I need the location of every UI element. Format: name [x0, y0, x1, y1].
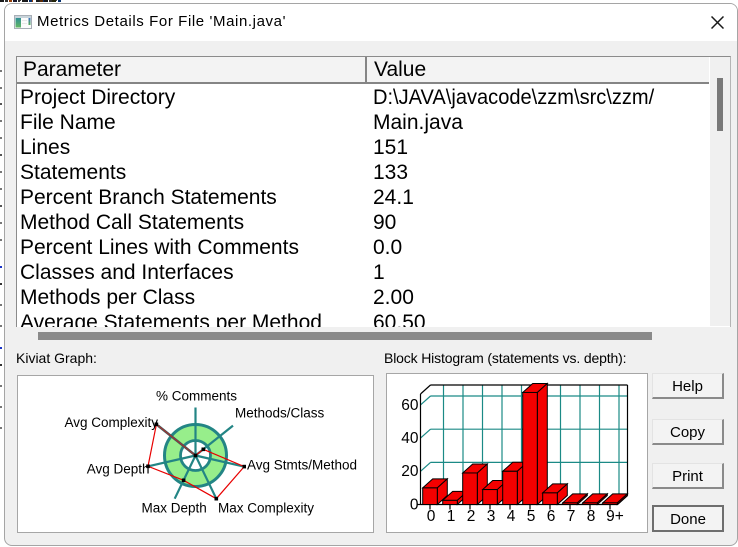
- svg-text:2: 2: [467, 508, 476, 525]
- svg-text:Avg Complexity: Avg Complexity: [65, 415, 159, 430]
- svg-text:Max Depth: Max Depth: [142, 501, 207, 516]
- svg-text:Max Complexity: Max Complexity: [218, 501, 314, 516]
- svg-text:0: 0: [410, 497, 419, 514]
- svg-text:6: 6: [547, 508, 556, 525]
- svg-text:40: 40: [401, 430, 419, 447]
- svg-text:7: 7: [567, 508, 576, 525]
- svg-text:5: 5: [527, 508, 536, 525]
- svg-text:4: 4: [507, 508, 516, 525]
- svg-text:Methods/Class: Methods/Class: [235, 406, 325, 421]
- svg-text:8: 8: [587, 508, 596, 525]
- svg-text:0: 0: [427, 508, 436, 525]
- svg-text:20: 20: [401, 463, 419, 480]
- svg-text:3: 3: [487, 508, 496, 525]
- svg-text:1: 1: [447, 508, 456, 525]
- svg-text:Avg Depth: Avg Depth: [87, 462, 150, 477]
- svg-text:9+: 9+: [606, 508, 624, 525]
- svg-text:60: 60: [401, 397, 419, 414]
- svg-text:Avg Stmts/Method: Avg Stmts/Method: [247, 458, 357, 473]
- svg-text:% Comments: % Comments: [156, 389, 237, 404]
